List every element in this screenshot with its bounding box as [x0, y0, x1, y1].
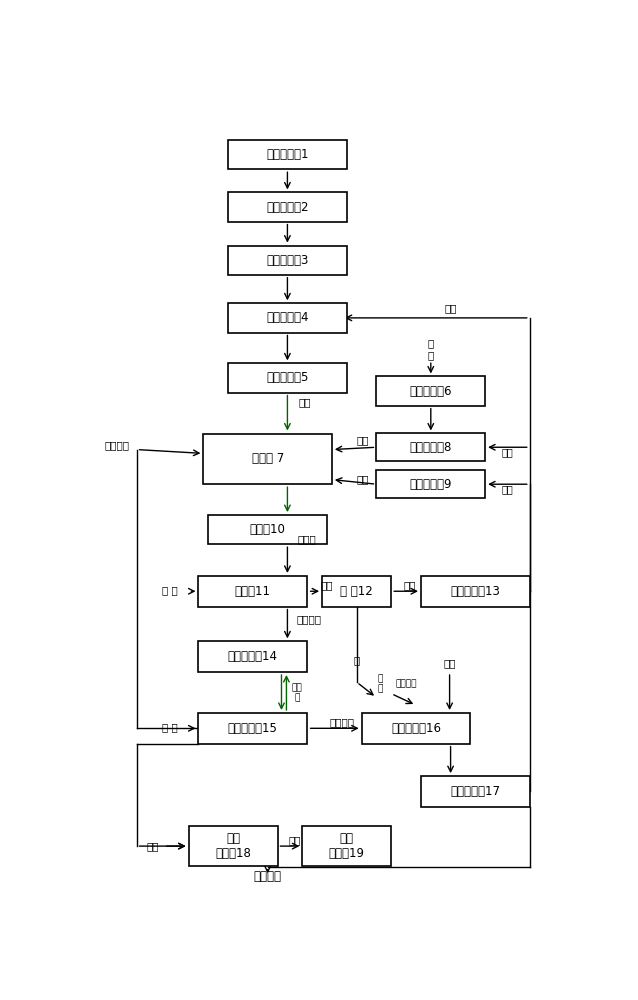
Text: 甲醇: 甲醇: [299, 398, 311, 408]
Text: 混合器 7: 混合器 7: [251, 452, 284, 465]
Text: 蒸
汽: 蒸 汽: [378, 674, 383, 693]
Text: 尾气处理奨16: 尾气处理奨16: [391, 722, 441, 735]
Text: 汽 分12: 汽 分12: [340, 585, 373, 598]
Bar: [421, 576, 530, 607]
Text: 空气: 空气: [357, 435, 369, 445]
Bar: [228, 192, 347, 222]
Bar: [376, 433, 485, 461]
Bar: [376, 470, 485, 498]
Bar: [189, 826, 278, 866]
Bar: [362, 713, 470, 744]
Text: 软 水: 软 水: [162, 722, 177, 732]
Text: 蒸汽过滤器9: 蒸汽过滤器9: [410, 478, 452, 491]
Text: 混合气: 混合气: [298, 535, 316, 545]
Text: 甲醛: 甲醛: [288, 835, 301, 845]
Text: 尾气加热奨17: 尾气加热奨17: [450, 785, 500, 798]
Bar: [208, 515, 327, 544]
Bar: [228, 303, 347, 333]
Bar: [198, 576, 308, 607]
Text: 甲醇蒸发器5: 甲醇蒸发器5: [266, 371, 309, 384]
Text: 空气加热器8: 空气加热器8: [410, 441, 452, 454]
Bar: [228, 363, 347, 393]
Bar: [198, 641, 308, 672]
Text: 水: 水: [353, 656, 360, 666]
Text: 尾气: 尾气: [443, 658, 456, 668]
Text: 蒸汽: 蒸汽: [501, 485, 514, 495]
Text: 第一吸收塔14: 第一吸收塔14: [228, 650, 278, 663]
Bar: [376, 376, 485, 406]
Text: 甲醛: 甲醛: [147, 841, 159, 851]
Text: 空
气: 空 气: [427, 339, 434, 360]
Text: 吸收尾气: 吸收尾气: [254, 870, 281, 883]
Bar: [198, 713, 308, 744]
Text: 补充空气: 补充空气: [396, 679, 417, 688]
Bar: [421, 776, 530, 807]
Text: 吸收尾气: 吸收尾气: [329, 717, 354, 727]
Text: 第二吸收坈15: 第二吸收坈15: [228, 722, 278, 735]
Text: 蒸汽: 蒸汽: [501, 448, 514, 458]
Bar: [228, 140, 347, 169]
Text: 吸收尾气: 吸收尾气: [105, 440, 130, 450]
Text: 甲醇原料缶1: 甲醇原料缶1: [266, 148, 309, 161]
Text: 软 水: 软 水: [162, 585, 177, 595]
Text: 空气过滤器6: 空气过滤器6: [410, 385, 452, 398]
Text: 稀甲
醛: 稀甲 醛: [292, 683, 302, 703]
Text: 氧化奨11: 氧化奨11: [235, 585, 271, 598]
Text: 氧化尾气: 氧化尾气: [297, 614, 322, 624]
Text: 蒸汽: 蒸汽: [444, 303, 457, 313]
Text: 甲醇再沸器4: 甲醇再沸器4: [266, 311, 309, 324]
Text: 过滤奨10: 过滤奨10: [249, 523, 286, 536]
Text: 蒸汽分配奨13: 蒸汽分配奨13: [450, 585, 500, 598]
Text: 甲醇中间缶2: 甲醇中间缶2: [266, 201, 309, 214]
Text: 甲醇
成品缶19: 甲醇 成品缶19: [329, 832, 365, 860]
Bar: [228, 246, 347, 275]
Text: 蒸汽: 蒸汽: [404, 580, 416, 590]
Bar: [302, 826, 391, 866]
Text: 蒸汽: 蒸汽: [357, 474, 369, 484]
Text: 热水: 热水: [321, 580, 333, 590]
Bar: [322, 576, 391, 607]
Text: 甲醇过滤器3: 甲醇过滤器3: [266, 254, 309, 267]
Bar: [204, 434, 332, 484]
Text: 甲醇
中间缶18: 甲醇 中间缶18: [215, 832, 251, 860]
